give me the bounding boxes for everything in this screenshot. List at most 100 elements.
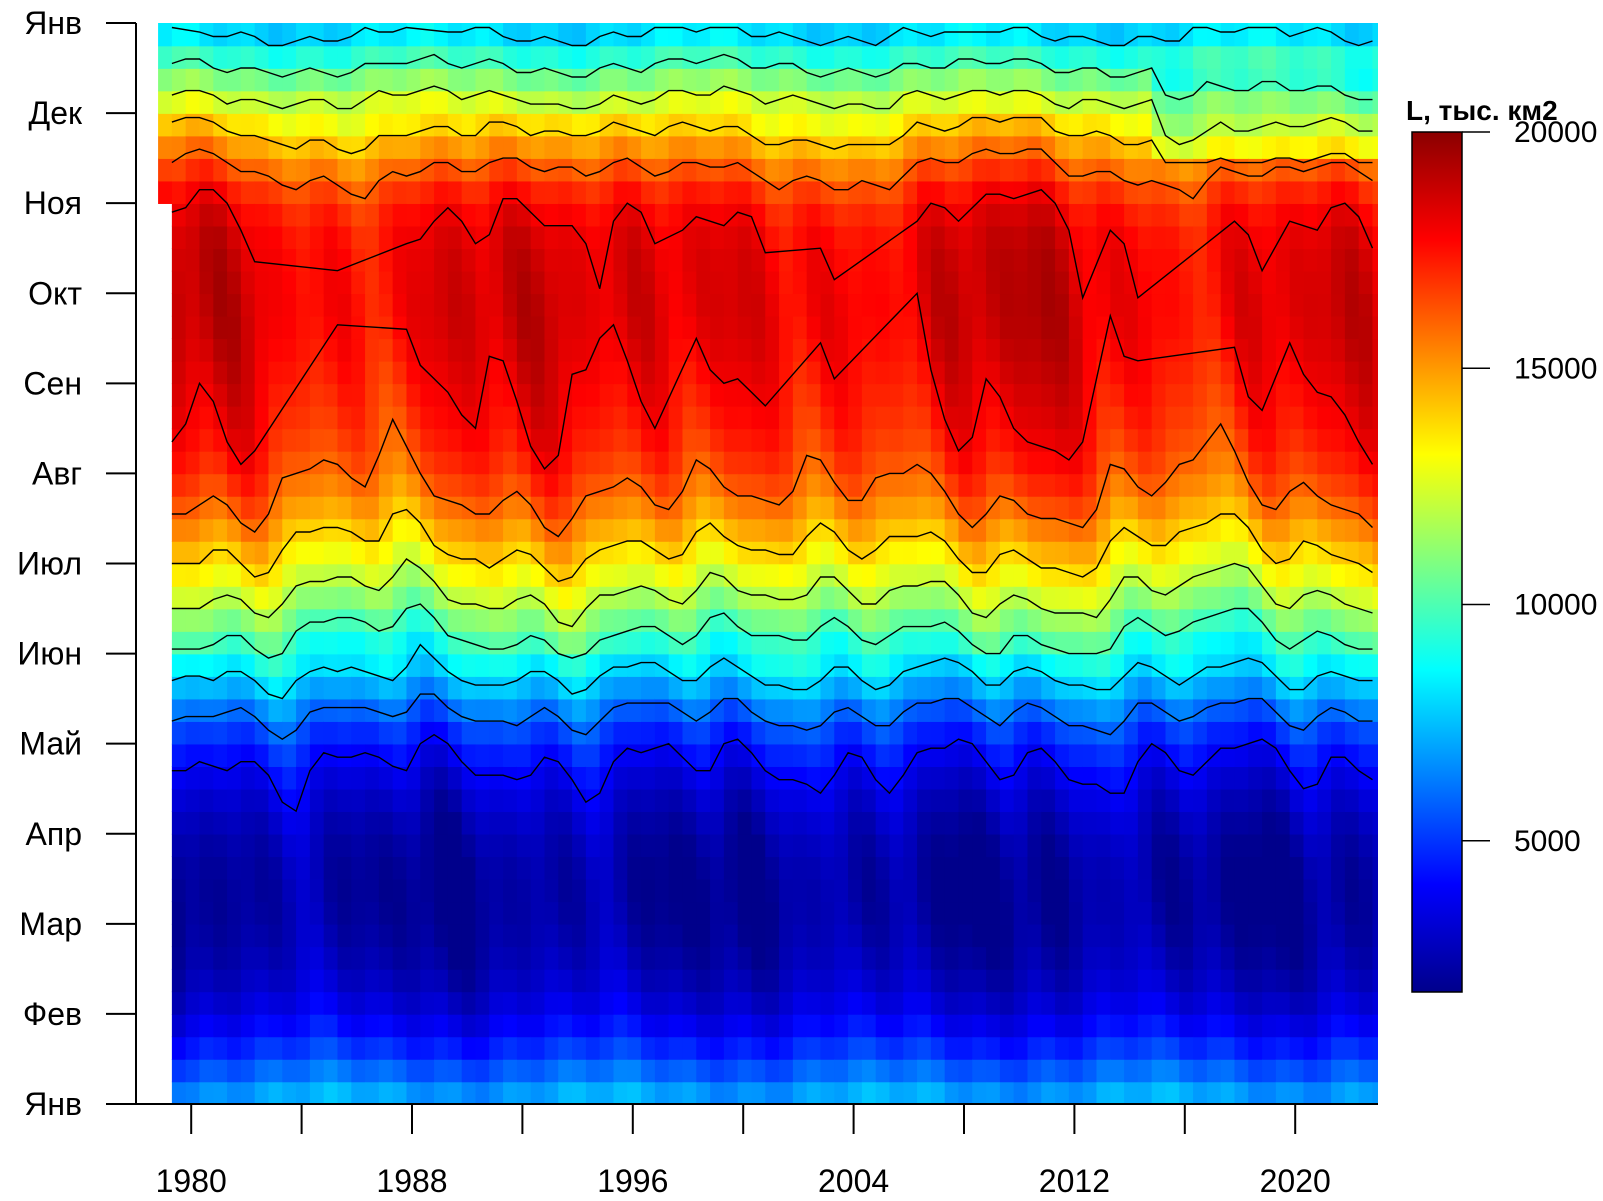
- heatmap-cell: [351, 1081, 366, 1104]
- heatmap-cell: [323, 180, 339, 204]
- heatmap-cell: [1234, 631, 1250, 655]
- heatmap-cell: [889, 1081, 905, 1104]
- heatmap-cell: [958, 270, 974, 295]
- heatmap-cell: [1289, 698, 1305, 722]
- heatmap-cell: [171, 338, 187, 362]
- heatmap-cell: [558, 315, 573, 340]
- heatmap-cell: [779, 743, 794, 767]
- heatmap-cell: [1096, 203, 1112, 227]
- heatmap-cell: [1041, 45, 1056, 69]
- heatmap-cell: [1372, 383, 1378, 407]
- heatmap-cell: [1372, 766, 1378, 790]
- heatmap-cell: [378, 833, 394, 858]
- heatmap-cell: [1165, 946, 1181, 970]
- heatmap-cell: [875, 405, 891, 430]
- heatmap-cell: [365, 1013, 380, 1038]
- heatmap-cell: [765, 68, 780, 92]
- heatmap-cell: [1068, 1036, 1084, 1060]
- heatmap-cell: [1331, 135, 1346, 159]
- heatmap-cell: [503, 721, 518, 745]
- heatmap-cell: [296, 1081, 311, 1104]
- heatmap-cell: [972, 450, 987, 475]
- heatmap-cell: [627, 225, 642, 250]
- heatmap-cell: [779, 878, 794, 903]
- heatmap-cell: [1151, 1013, 1167, 1038]
- heatmap-cell: [1344, 90, 1360, 114]
- heatmap-cell: [654, 68, 670, 92]
- heatmap-cell: [392, 473, 408, 497]
- heatmap-cell: [351, 811, 366, 835]
- heatmap-cell: [792, 1058, 808, 1083]
- heatmap-cell: [1344, 158, 1360, 182]
- heatmap-cell: [1344, 811, 1360, 835]
- heatmap-cell: [503, 856, 518, 880]
- heatmap-cell: [944, 90, 960, 114]
- heatmap-cell: [489, 540, 504, 565]
- heatmap-cell: [875, 23, 891, 47]
- heatmap-cell: [365, 563, 380, 587]
- heatmap-cell: [530, 428, 546, 452]
- heatmap-cell: [1206, 1036, 1222, 1060]
- heatmap-cell: [1151, 676, 1167, 700]
- heatmap-cell: [199, 405, 215, 430]
- heatmap-cell: [944, 68, 960, 92]
- heatmap-cell: [682, 923, 698, 948]
- heatmap-cell: [806, 405, 822, 430]
- x-tick-label: 1980: [156, 1163, 227, 1199]
- heatmap-cell: [351, 428, 366, 452]
- heatmap-cell: [820, 968, 836, 993]
- heatmap-cell: [503, 495, 518, 520]
- heatmap-cell: [240, 338, 256, 362]
- heatmap-cell: [1082, 856, 1098, 880]
- heatmap-cell: [917, 1058, 932, 1083]
- heatmap-cell: [558, 68, 573, 92]
- heatmap-cell: [723, 721, 739, 745]
- heatmap-cell: [406, 113, 422, 137]
- heatmap-cell: [158, 23, 173, 47]
- heatmap-cell: [1193, 968, 1208, 993]
- heatmap-cell: [1220, 473, 1236, 497]
- heatmap-cell: [1262, 518, 1277, 542]
- heatmap-cell: [447, 180, 463, 204]
- heatmap-cell: [903, 203, 918, 227]
- heatmap-cell: [737, 405, 753, 430]
- heatmap-cell: [585, 315, 601, 340]
- heatmap-cell: [820, 23, 836, 47]
- heatmap-cell: [1068, 901, 1084, 925]
- heatmap-cell: [585, 450, 601, 475]
- heatmap-cell: [599, 968, 615, 993]
- heatmap-cell: [171, 1058, 187, 1083]
- heatmap-cell: [158, 698, 173, 722]
- heatmap-cell: [420, 1081, 435, 1104]
- heatmap-cell: [199, 653, 215, 677]
- heatmap-cell: [572, 158, 587, 182]
- y-tick-label: Мар: [19, 906, 82, 942]
- heatmap-cell: [1055, 473, 1070, 497]
- heatmap-cell: [544, 676, 560, 700]
- heatmap-cell: [213, 991, 228, 1015]
- heatmap-cell: [434, 676, 449, 700]
- heatmap-cell: [1179, 563, 1194, 587]
- heatmap-cell: [296, 450, 311, 475]
- heatmap-cell: [1165, 631, 1181, 655]
- heatmap-cell: [765, 563, 780, 587]
- heatmap-cell: [447, 270, 463, 295]
- heatmap-cell: [1262, 676, 1277, 700]
- heatmap-cell: [668, 518, 684, 542]
- heatmap-cell: [227, 991, 242, 1015]
- heatmap-cell: [185, 68, 201, 92]
- heatmap-cell: [1096, 811, 1112, 835]
- heatmap-cell: [654, 90, 670, 114]
- heatmap-cell: [834, 968, 849, 993]
- heatmap-cell: [296, 540, 311, 565]
- heatmap-cell: [958, 653, 974, 677]
- heatmap-cell: [296, 833, 311, 858]
- heatmap-cell: [420, 203, 435, 227]
- heatmap-cell: [516, 1036, 532, 1060]
- heatmap-cell: [875, 946, 891, 970]
- heatmap-cell: [668, 766, 684, 790]
- heatmap-cell: [1358, 338, 1374, 362]
- heatmap-cell: [447, 1013, 463, 1038]
- heatmap-cell: [1317, 203, 1332, 227]
- heatmap-cell: [1193, 676, 1208, 700]
